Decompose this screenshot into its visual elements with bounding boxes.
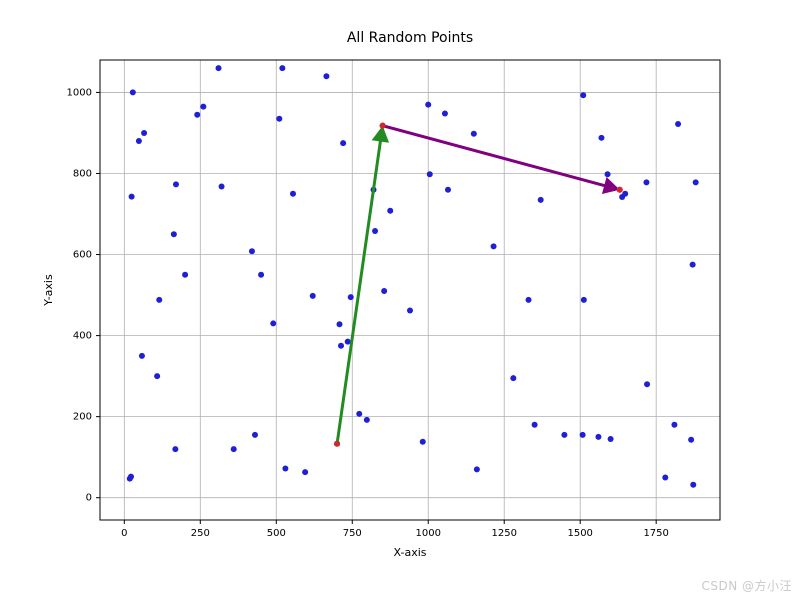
x-tick-label: 1000: [416, 528, 441, 539]
data-point: [356, 411, 362, 417]
data-point: [442, 110, 448, 116]
x-tick-label: 750: [343, 528, 362, 539]
data-point: [372, 228, 378, 234]
data-point: [622, 191, 628, 197]
x-tick-label: 1500: [567, 528, 592, 539]
data-point: [598, 135, 604, 141]
data-point: [427, 171, 433, 177]
data-point: [200, 104, 206, 110]
data-point: [270, 320, 276, 326]
data-point: [643, 179, 649, 185]
data-point: [471, 131, 477, 137]
y-axis-label: Y-axis: [42, 274, 55, 307]
data-point: [129, 194, 135, 200]
data-point: [662, 474, 668, 480]
x-tick-label: 1750: [643, 528, 668, 539]
data-point: [690, 262, 696, 268]
data-point: [532, 422, 538, 428]
data-point: [581, 297, 587, 303]
data-point: [156, 297, 162, 303]
data-point: [561, 432, 567, 438]
data-point: [580, 432, 586, 438]
data-point: [139, 353, 145, 359]
data-point: [644, 381, 650, 387]
data-point: [171, 231, 177, 237]
data-point: [338, 343, 344, 349]
data-point: [182, 272, 188, 278]
data-point: [688, 437, 694, 443]
chart-title: All Random Points: [347, 30, 473, 46]
y-tick-label: 600: [73, 250, 92, 261]
watermark-text: CSDN @方小汪: [701, 577, 792, 594]
data-point: [675, 121, 681, 127]
data-point: [128, 474, 134, 480]
y-tick-label: 1000: [67, 87, 92, 98]
data-point: [323, 73, 329, 79]
x-tick-label: 250: [191, 528, 210, 539]
data-point: [407, 307, 413, 313]
data-point: [141, 130, 147, 136]
data-point: [336, 321, 342, 327]
data-point: [345, 339, 351, 345]
data-point: [302, 469, 308, 475]
data-point: [510, 375, 516, 381]
data-point: [216, 65, 222, 71]
data-point: [172, 446, 178, 452]
x-axis-label: X-axis: [394, 546, 427, 559]
data-point: [693, 179, 699, 185]
data-point: [445, 187, 451, 193]
data-point: [605, 171, 611, 177]
data-point: [136, 138, 142, 144]
y-tick-label: 400: [73, 331, 92, 342]
data-point: [580, 92, 586, 98]
data-point: [526, 297, 532, 303]
data-point: [425, 102, 431, 108]
data-point: [348, 294, 354, 300]
data-point: [538, 197, 544, 203]
data-point: [276, 116, 282, 122]
data-point: [364, 417, 370, 423]
x-tick-label: 500: [267, 528, 286, 539]
scatter-plot: 0 250 500 750 1000 1250 1500 1750 0 200 400 600 800 1…: [0, 0, 800, 600]
data-point: [231, 446, 237, 452]
data-point: [290, 191, 296, 197]
data-point: [491, 243, 497, 249]
data-point: [249, 248, 255, 254]
y-tick-label: 0: [86, 493, 92, 504]
y-tick-label: 800: [73, 168, 92, 179]
data-point: [340, 140, 346, 146]
data-point: [130, 89, 136, 95]
data-point: [282, 466, 288, 472]
highlight-point: [380, 123, 386, 129]
data-point: [173, 181, 179, 187]
data-point: [420, 439, 426, 445]
y-tick-label: 200: [73, 412, 92, 423]
x-tick-label: 0: [121, 528, 127, 539]
data-point: [194, 112, 200, 118]
data-point: [690, 482, 696, 488]
data-point: [252, 432, 258, 438]
highlight-point: [617, 187, 623, 193]
data-point: [154, 373, 160, 379]
data-point: [387, 208, 393, 214]
highlight-point: [334, 441, 340, 447]
data-point: [595, 434, 601, 440]
data-point: [258, 272, 264, 278]
x-tick-label: 1250: [491, 528, 516, 539]
data-point: [219, 183, 225, 189]
data-point: [310, 293, 316, 299]
data-point: [671, 422, 677, 428]
data-point: [279, 65, 285, 71]
data-point: [608, 436, 614, 442]
data-point: [381, 288, 387, 294]
data-point: [474, 466, 480, 472]
